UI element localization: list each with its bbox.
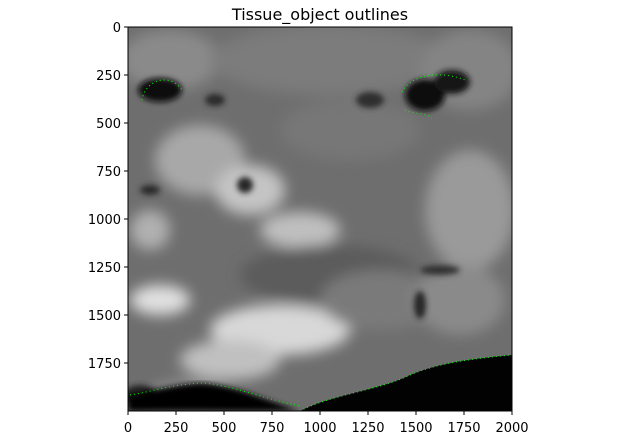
y-axis: 0 250 500 750 1000 1250 1500 1750 [88,21,128,372]
y-tick-label: 1500 [88,309,121,324]
y-tick-label: 1000 [88,213,121,228]
y-tick-label: 0 [113,21,121,36]
x-tick-label: 1750 [447,421,480,436]
x-tick-label: 2000 [495,421,528,436]
y-tick-label: 1250 [88,261,121,276]
tissue-outlines [129,74,512,411]
x-tick-label: 500 [212,421,237,436]
x-tick-label: 1500 [399,421,432,436]
x-tick-label: 250 [164,421,189,436]
y-tick-label: 500 [96,117,121,132]
x-axis: 0 250 500 750 1000 1250 1500 1750 2000 [124,411,529,436]
y-tick-label: 1750 [88,357,121,372]
tissue-image [128,27,512,411]
chart-title: Tissue_object outlines [231,5,408,25]
x-tick-label: 1250 [351,421,384,436]
y-tick-label: 250 [96,69,121,84]
x-tick-label: 750 [260,421,285,436]
y-tick-label: 750 [96,165,121,180]
x-tick-label: 1000 [303,421,336,436]
x-tick-label: 0 [124,421,132,436]
